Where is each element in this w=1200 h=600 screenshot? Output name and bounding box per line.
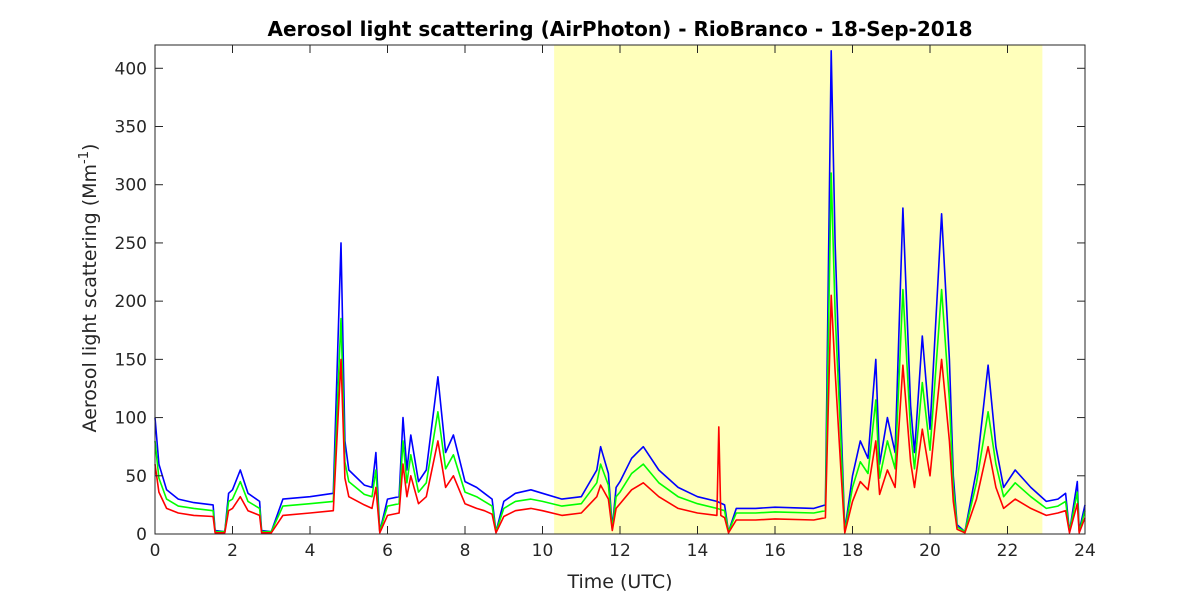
x-tick-label: 10 bbox=[532, 541, 554, 561]
highlight-band bbox=[554, 45, 1043, 534]
highlight-band-layer bbox=[554, 45, 1043, 534]
y-axis-label-close: ) bbox=[79, 144, 101, 151]
y-axis-label-main: Aerosol light scattering (Mm bbox=[79, 164, 101, 433]
y-tick-label: 50 bbox=[125, 467, 147, 487]
x-tick-label: 14 bbox=[687, 541, 709, 561]
x-tick-label: 8 bbox=[460, 541, 471, 561]
x-tick-label: 20 bbox=[919, 541, 941, 561]
series-layer bbox=[154, 49, 1086, 534]
axis-layer: 0 2 4 6 8 10 12 14 16 18 20 22 240501001502002503003… bbox=[115, 44, 1096, 561]
x-tick-label: 2 bbox=[227, 541, 238, 561]
x-tick-label: 6 bbox=[382, 541, 393, 561]
y-tick-label: 250 bbox=[115, 234, 147, 254]
y-tick-label: 400 bbox=[115, 59, 147, 79]
y-axis-label-superscript: -1 bbox=[77, 151, 92, 164]
y-tick-label: 150 bbox=[115, 350, 147, 370]
y-axis-label: Aerosol light scattering (Mm-1) bbox=[77, 144, 101, 433]
x-tick-label: 4 bbox=[305, 541, 316, 561]
y-tick-label: 350 bbox=[115, 118, 147, 138]
chart-title: Aerosol light scattering (AirPhoton) - R… bbox=[268, 17, 973, 41]
x-tick-label: 18 bbox=[842, 541, 864, 561]
series-line-2 bbox=[154, 294, 1086, 534]
x-tick-label: 24 bbox=[1074, 541, 1096, 561]
x-axis-label: Time (UTC) bbox=[566, 571, 672, 593]
x-tick-label: 0 bbox=[150, 541, 161, 561]
x-tick-label: 22 bbox=[997, 541, 1019, 561]
y-tick-label: 200 bbox=[115, 292, 147, 312]
y-tick-label: 0 bbox=[136, 525, 147, 545]
x-tick-label: 16 bbox=[764, 541, 786, 561]
y-tick-label: 100 bbox=[115, 409, 147, 429]
y-tick-label: 300 bbox=[115, 176, 147, 196]
x-tick-label: 12 bbox=[609, 541, 631, 561]
